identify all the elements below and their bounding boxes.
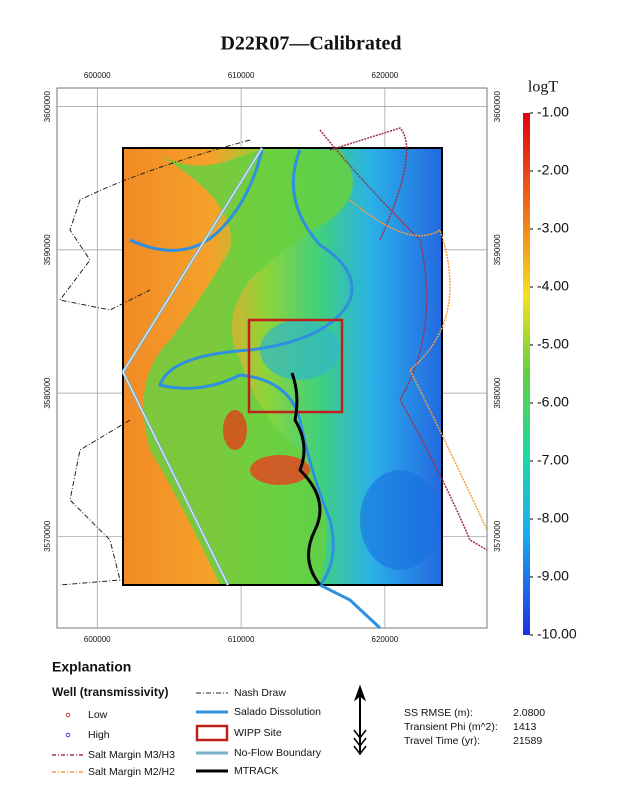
y-tick-label: 3580000	[493, 377, 502, 409]
legend-label: MTRACK	[234, 765, 278, 777]
map-frame	[56, 87, 488, 629]
colorbar-label: -2.00	[537, 162, 569, 178]
x-tick-label: 600000	[84, 71, 111, 80]
legend-label: High	[88, 729, 110, 741]
colorbar-title: logT	[528, 79, 558, 96]
nash-draw	[59, 139, 251, 586]
colorbar-label: -7.00	[537, 452, 569, 468]
stat-value: 2.0800	[513, 707, 545, 719]
stat-label: Transient Phi (m^2):	[404, 721, 498, 733]
legend-label: WIPP Site	[234, 727, 282, 739]
y-tick-label: 3590000	[493, 234, 502, 266]
legend-label: Salt Margin M3/H3	[88, 749, 175, 761]
colorbar-label: -4.00	[537, 278, 569, 294]
x-tick-label: 610000	[228, 635, 255, 644]
legend-heading: Well (transmissivity)	[52, 685, 168, 699]
y-tick-label: 3600000	[43, 91, 52, 123]
stat-value: 21589	[513, 735, 542, 747]
legend-label: Low	[88, 709, 108, 721]
legend-label: Salado Dissolution	[234, 706, 321, 718]
title: D22R07—Calibrated	[220, 33, 401, 55]
legend-label: Nash Draw	[234, 687, 286, 699]
colorbar-label: -3.00	[537, 220, 569, 236]
mtrack	[290, 372, 322, 586]
salado-dissolution	[129, 149, 382, 630]
no-flow-boundary-inner	[122, 147, 263, 586]
colorbar-label: -9.00	[537, 568, 569, 584]
legend-symbol	[65, 712, 71, 718]
explanation-title: Explanation	[52, 659, 131, 675]
stat-value: 1413	[513, 721, 537, 733]
salt-margin-m3	[319, 127, 488, 551]
y-tick-label: 3570000	[493, 520, 502, 552]
y-tick-label: 3590000	[43, 234, 52, 266]
y-tick-label: 3600000	[493, 91, 502, 123]
colorbar-label: -1.00	[537, 104, 569, 120]
x-tick-label: 610000	[228, 71, 255, 80]
legend-symbol	[195, 724, 229, 742]
colorbar-label: -6.00	[537, 394, 569, 410]
colorbar-ticks: -1.00 -2.00 -3.00 -4.00 -5.00 -6.00 -7.00 -8.00…	[530, 104, 577, 642]
x-tick-label: 600000	[84, 635, 111, 644]
salt-margin-m2	[349, 199, 488, 531]
y-tick-label: 3580000	[43, 377, 52, 409]
legend-label: No-Flow Boundary	[234, 747, 322, 759]
legend-label: Salt Margin M2/H2	[88, 766, 175, 778]
stat-label: Travel Time (yr):	[404, 735, 480, 747]
legend-symbol	[65, 732, 71, 738]
colorbar-label: -10.00	[537, 626, 577, 642]
colorbar-label: -5.00	[537, 336, 569, 352]
north-arrow	[353, 684, 367, 756]
stat-label: SS RMSE (m):	[404, 707, 473, 719]
x-tick-label: 620000	[372, 71, 399, 80]
colorbar	[523, 113, 530, 635]
colorbar-label: -8.00	[537, 510, 569, 526]
y-tick-label: 3570000	[43, 520, 52, 552]
x-tick-label: 620000	[372, 635, 399, 644]
